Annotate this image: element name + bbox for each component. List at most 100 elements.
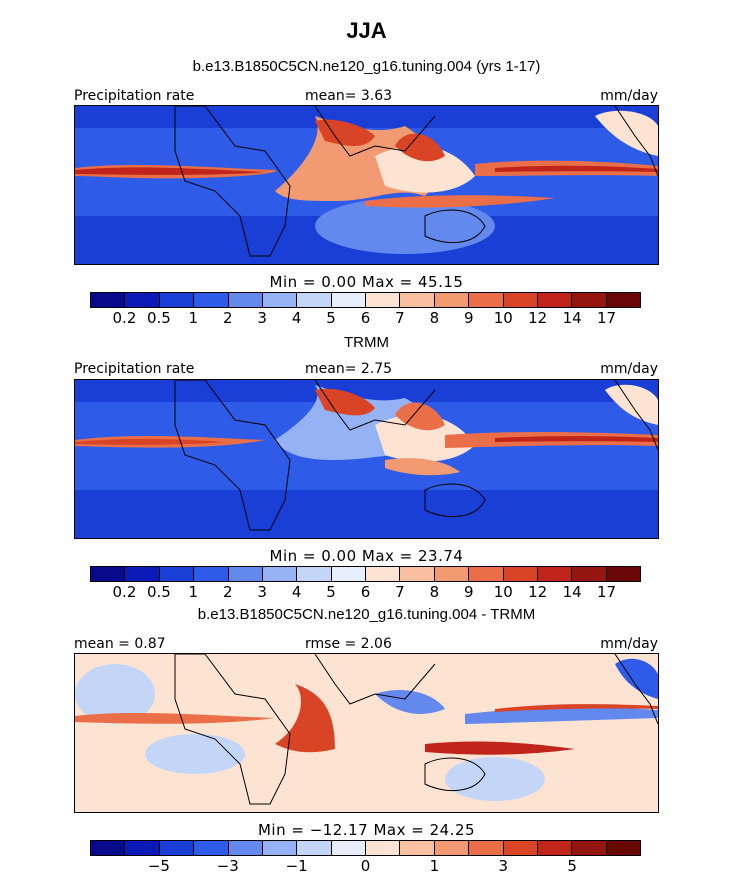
colorbar-swatch [366,293,401,307]
colorbar-tick-label: 0 [360,857,371,875]
main-title: JJA [346,18,387,43]
colorbar-swatch [503,293,538,307]
colorbar-swatch [91,841,126,855]
panel-3-units-label: mm/day [600,636,658,652]
map-spcz [385,458,460,476]
colorbar-swatch [228,841,263,855]
colorbar-tick-label: −3 [216,857,239,875]
panel-2-title: TRMM [344,334,389,351]
colorbar-swatch [366,567,401,581]
colorbar-tick-label: 17 [597,583,617,601]
colorbar-swatch [228,293,263,307]
colorbar-swatch [194,841,229,855]
colorbar-swatch [400,293,435,307]
panel-3-colorbar-ticks: −5 −3 −1 0 1 3 5 [90,857,641,875]
colorbar-swatch [469,293,504,307]
map-pacific-core [495,436,658,442]
panel-1-minmax: Min = 0.00 Max = 45.15 [269,273,464,291]
panel-2-map [74,379,659,539]
colorbar-tick-label: 5 [567,857,577,875]
colorbar-swatch [331,567,366,581]
panel-3-minmax: Min = −12.17 Max = 24.25 [257,821,476,839]
colorbar-swatch [537,567,573,581]
colorbar-tick-label: 10 [493,309,513,327]
colorbar-tick-label: −5 [147,857,170,875]
map-diff-spcz-pos [425,741,575,755]
colorbar-tick-label: 7 [395,309,405,327]
colorbar-tick-label: 8 [429,309,440,327]
colorbar-tick-label: 3 [257,583,267,601]
map-america-coast [614,654,658,725]
map-america-coast [614,380,658,451]
panel-1-map [74,105,659,265]
map-spcz [365,195,555,208]
colorbar-swatch [297,293,332,307]
colorbar-swatch [125,293,160,307]
colorbar-swatch [262,841,298,855]
colorbar-swatch [366,841,401,855]
map-atlantic-core [75,438,225,445]
colorbar-tick-label: 3 [498,857,509,875]
map-north-band [75,380,658,402]
colorbar-swatch [297,841,332,855]
map-australia-coast [424,209,486,244]
map-diff-central-america [615,658,658,699]
colorbar-swatch [194,293,229,307]
map-africa-coast [174,106,291,257]
colorbar-tick-label: 0.5 [146,309,171,327]
colorbar-swatch [503,567,538,581]
map-maritime-cont [375,145,475,193]
colorbar-swatch [572,567,607,581]
colorbar-swatch [159,293,195,307]
colorbar-swatch [537,841,573,855]
colorbar-tick-label: 4 [291,309,302,327]
panel-2-colorbar [90,566,641,582]
map-central-america [595,110,658,156]
map-north-band [75,106,658,128]
colorbar-swatch [91,567,126,581]
colorbar-swatch [400,841,435,855]
colorbar-tick-label: 6 [360,309,371,327]
colorbar-tick-label: 0.2 [112,309,137,327]
colorbar-swatch [606,841,640,855]
colorbar-swatch [194,567,229,581]
colorbar-swatch [159,841,195,855]
colorbar-swatch [606,293,640,307]
colorbar-tick-label: 5 [326,309,336,327]
colorbar-tick-label: 12 [528,583,548,601]
colorbar-swatch [469,567,504,581]
colorbar-swatch [159,567,195,581]
colorbar-tick-label: −1 [285,857,308,875]
map-atlantic-core [75,167,265,175]
panel-3-map [74,653,659,813]
panel-2-left-label: Precipitation rate [74,361,195,377]
map-south-indian [315,198,495,254]
colorbar-tick-label: 7 [395,583,405,601]
colorbar-swatch [262,567,298,581]
colorbar-swatch [469,841,504,855]
map-diff-spac-neg [445,757,545,801]
map-asia-coast [314,380,436,431]
colorbar-tick-label: 1 [188,309,199,327]
panel-3-colorbar [90,840,641,856]
colorbar-swatch [572,293,607,307]
colorbar-tick-label: 17 [597,309,617,327]
colorbar-tick-label: 12 [528,309,548,327]
colorbar-swatch [125,841,160,855]
panel-1-colorbar [90,292,641,308]
panel-3-map-svg [75,654,658,812]
map-bay-bengal [315,388,375,416]
panel-2-colorbar-ticks: 0.2 0.5 1 2 3 4 5 6 7 8 9 10 12 14 17 [90,583,641,601]
map-asia-coast [314,106,436,157]
map-america-coast [614,106,658,177]
colorbar-tick-label: 14 [562,583,582,601]
panel-3-mean-label: mean = 0.87 [74,636,166,652]
colorbar-tick-label: 3 [257,309,267,327]
colorbar-swatch [572,841,607,855]
colorbar-swatch [434,841,470,855]
colorbar-swatch [434,567,470,581]
panel-1-title: b.e13.B1850C5CN.ne120_g16.tuning.004 (yr… [192,58,541,75]
map-diff-background [75,654,658,812]
map-south-band [75,490,658,538]
panel-2-units-label: mm/day [600,361,658,377]
